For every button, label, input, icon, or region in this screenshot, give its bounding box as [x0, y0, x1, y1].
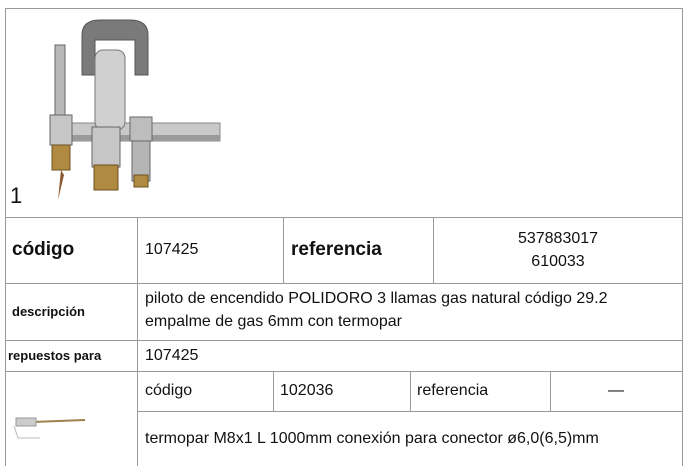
product-image — [49, 19, 221, 200]
border — [5, 8, 6, 466]
border — [5, 283, 683, 284]
border — [137, 217, 138, 466]
border — [5, 371, 683, 372]
part-reference-label: referencia — [417, 382, 489, 399]
part-description: termopar M8x1 L 1000mm conexión para con… — [145, 429, 599, 447]
spares-label: repuestos para — [8, 348, 102, 363]
part-code: 102036 — [280, 382, 334, 399]
border — [5, 217, 683, 218]
part-reference: — — [608, 382, 624, 399]
border — [410, 371, 411, 411]
border — [550, 371, 551, 411]
spares: 107425 — [145, 346, 199, 364]
border — [283, 217, 284, 283]
border — [682, 8, 683, 466]
image-label: 1 — [10, 183, 23, 208]
reference-label: referencia — [291, 239, 382, 260]
border — [137, 411, 683, 412]
border — [5, 340, 683, 341]
border — [433, 217, 434, 283]
description-label: descripción — [12, 304, 85, 319]
border — [5, 8, 683, 9]
description: empalme de gas 6mm con termopar — [145, 313, 402, 330]
part-image — [13, 417, 86, 439]
border — [273, 371, 274, 411]
code-label: código — [12, 239, 75, 260]
reference: 610033 — [531, 253, 585, 270]
part-code-label: código — [145, 382, 193, 399]
reference: 537883017 — [517, 230, 599, 247]
code: 107425 — [145, 241, 199, 258]
description: piloto de encendido POLIDORO 3 llamas ga… — [145, 290, 608, 307]
